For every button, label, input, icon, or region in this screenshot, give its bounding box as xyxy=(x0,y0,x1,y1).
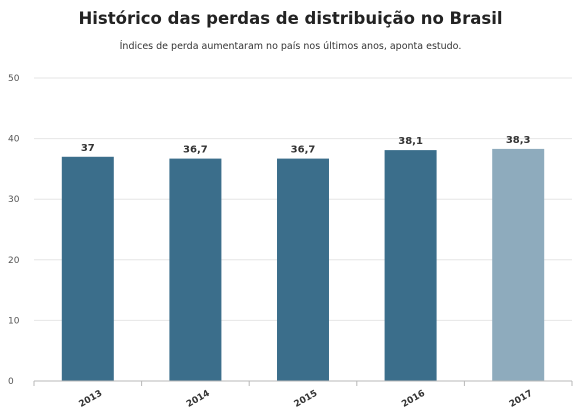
chart-subtitle: Índices de perda aumentaram no país nos … xyxy=(119,41,462,52)
bars xyxy=(61,148,545,381)
x-axis: 2013 2014 2015 2016 2017 xyxy=(33,380,573,410)
data-labels: 37 36,7 36,7 38,1 38,3 xyxy=(81,135,531,156)
bar xyxy=(492,148,545,381)
y-tick-label: 20 xyxy=(8,256,20,266)
data-label: 38,1 xyxy=(398,136,423,147)
bar xyxy=(277,158,329,381)
y-tick-label: 10 xyxy=(8,316,20,326)
chart-title: Histórico das perdas de distribuição no … xyxy=(78,9,503,28)
x-tick-label: 2013 xyxy=(77,389,104,410)
bar xyxy=(384,150,437,381)
data-label: 37 xyxy=(81,143,95,154)
bar xyxy=(169,158,222,381)
data-label: 38,3 xyxy=(506,135,531,146)
y-tick-label: 40 xyxy=(8,135,20,145)
data-label: 36,7 xyxy=(291,145,316,156)
x-tick-label: 2014 xyxy=(185,389,212,410)
y-tick-label: 50 xyxy=(8,74,20,84)
y-tick-label: 30 xyxy=(8,195,20,205)
data-label: 36,7 xyxy=(183,145,208,156)
bar xyxy=(61,156,114,381)
y-tick-label: 0 xyxy=(8,377,14,387)
x-tick-label: 2015 xyxy=(293,389,320,410)
y-axis: 0 10 20 30 40 50 xyxy=(8,74,20,387)
x-tick-label: 2016 xyxy=(400,389,427,410)
x-tick-label: 2017 xyxy=(508,389,535,410)
